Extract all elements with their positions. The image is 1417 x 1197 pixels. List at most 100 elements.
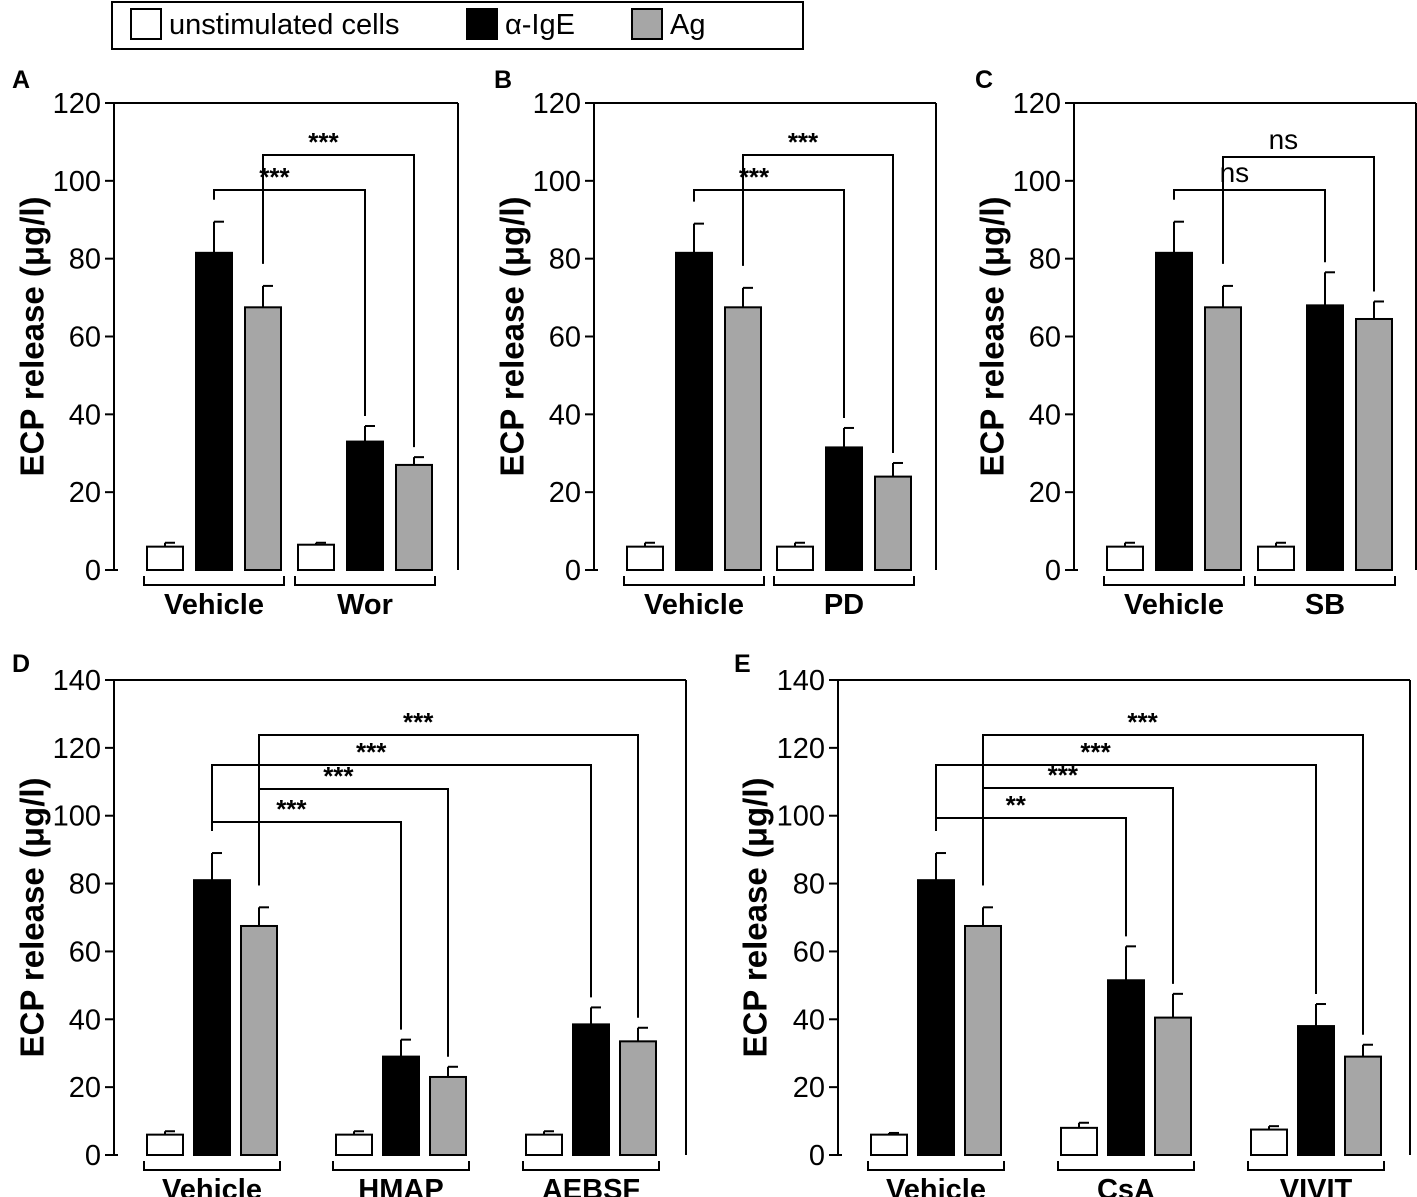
y-tick-label: 40 — [793, 1004, 825, 1036]
y-tick-label: 60 — [549, 322, 581, 354]
group-label: Vehicle — [886, 1174, 986, 1197]
y-tick-label: 40 — [549, 399, 581, 431]
bar-unstim — [146, 545, 184, 572]
bar-aige — [382, 1055, 420, 1157]
y-tick-label: 140 — [777, 665, 825, 697]
bar-ag — [619, 1040, 657, 1156]
chart-panel-e: E 0 20 40 60 80 100 120 140 ECP release (μg/l) Veh… — [734, 650, 1411, 1197]
chart-panel-d: D 0 20 40 60 80 100 120 140 ECP release (μg/l) Veh… — [12, 650, 687, 1197]
bar-aige — [1297, 1025, 1335, 1156]
group-bracket — [143, 576, 285, 586]
y-tick-label: 100 — [777, 801, 825, 833]
panel-label: D — [12, 650, 30, 678]
y-tick-label: 140 — [53, 665, 101, 697]
y-axis-label: ECP release (μg/l) — [14, 777, 51, 1057]
y-tick-label: 0 — [565, 555, 581, 587]
y-tick-label: 80 — [1029, 244, 1061, 276]
bar-unstim — [1250, 1128, 1288, 1157]
bar-unstim — [297, 543, 335, 571]
bar-aige — [675, 251, 713, 571]
y-tick-label: 40 — [69, 399, 101, 431]
y-tick-label: 0 — [809, 1140, 825, 1172]
group-label: Vehicle — [162, 1174, 262, 1197]
y-axis-label: ECP release (μg/l) — [14, 196, 51, 476]
legend: unstimulated cells α-IgE Ag — [111, 1, 804, 50]
group-bracket — [867, 1161, 1005, 1171]
legend-swatch-ag — [631, 8, 663, 40]
group-bracket — [522, 1161, 660, 1171]
significance-bracket — [1173, 189, 1326, 263]
significance-bracket — [262, 154, 415, 448]
group-bracket — [1254, 576, 1396, 586]
panel-label: A — [12, 66, 30, 94]
chart-panel-c: C 0 20 40 60 80 100 120 ECP release (μg/l) Vehicl… — [974, 66, 1417, 621]
bar-ag — [1154, 1016, 1192, 1157]
group-bracket — [332, 1161, 470, 1171]
y-tick-label: 100 — [53, 801, 101, 833]
significance-bracket — [258, 788, 449, 1057]
bar-unstim — [1060, 1126, 1098, 1157]
bar-ag — [240, 924, 278, 1156]
y-tick-label: 120 — [777, 733, 825, 765]
group-bracket — [294, 576, 436, 586]
bar-aige — [195, 251, 233, 571]
y-tick-label: 100 — [533, 166, 581, 198]
significance-label: *** — [1127, 707, 1158, 737]
y-tick-label: 20 — [69, 1072, 101, 1104]
bar-aige — [1107, 979, 1145, 1157]
y-tick-label: 80 — [793, 869, 825, 901]
y-tick-label: 120 — [1013, 88, 1061, 120]
legend-swatch-aige — [466, 8, 498, 40]
significance-bracket — [1222, 156, 1375, 292]
significance-label: *** — [1080, 737, 1111, 767]
group-label: AEBSF — [542, 1174, 640, 1197]
bar-ag — [724, 306, 762, 571]
bar-aige — [917, 879, 955, 1157]
y-tick-label: 80 — [549, 244, 581, 276]
significance-bracket — [742, 154, 894, 453]
bar-ag — [429, 1075, 467, 1156]
y-tick-label: 20 — [69, 477, 101, 509]
y-tick-label: 0 — [85, 1140, 101, 1172]
y-tick-label: 0 — [1045, 555, 1061, 587]
bar-unstim — [146, 1133, 184, 1156]
panel-label: E — [734, 650, 751, 678]
y-tick-label: 0 — [85, 555, 101, 587]
significance-label: ns — [1269, 124, 1299, 155]
group-label: CsA — [1097, 1174, 1155, 1197]
significance-bracket — [935, 817, 1127, 937]
y-tick-label: 60 — [69, 322, 101, 354]
y-tick-label: 60 — [1029, 322, 1061, 354]
bar-unstim — [525, 1133, 563, 1156]
significance-label: ** — [1006, 790, 1027, 820]
group-bracket — [1103, 576, 1245, 586]
y-tick-label: 120 — [53, 733, 101, 765]
y-tick-label: 100 — [53, 166, 101, 198]
bar-unstim — [776, 545, 814, 572]
y-axis-label: ECP release (μg/l) — [737, 777, 774, 1057]
legend-label-ag: Ag — [670, 9, 705, 41]
significance-label: *** — [788, 127, 819, 157]
y-tick-label: 120 — [53, 88, 101, 120]
y-tick-label: 100 — [1013, 166, 1061, 198]
group-label: VIVIT — [1280, 1174, 1353, 1197]
significance-bracket — [258, 734, 639, 1018]
bar-aige — [825, 446, 863, 572]
y-tick-label: 80 — [69, 244, 101, 276]
legend-label-aige: α-IgE — [505, 9, 575, 41]
group-bracket — [623, 576, 765, 586]
chart-panel-a: A 0 20 40 60 80 100 120 ECP release (μg/l) Vehicl… — [12, 66, 459, 621]
significance-label: *** — [308, 127, 339, 157]
significance-label: *** — [259, 162, 290, 192]
group-label: Wor — [337, 589, 393, 621]
significance-bracket — [211, 764, 592, 998]
y-tick-label: 20 — [549, 477, 581, 509]
bar-ag — [1355, 317, 1393, 571]
group-label: Vehicle — [164, 589, 264, 621]
bar-ag — [964, 924, 1002, 1156]
bar-aige — [193, 879, 231, 1157]
bar-ag — [395, 463, 433, 571]
legend-label-unstimulated: unstimulated cells — [169, 9, 400, 41]
significance-bracket — [982, 734, 1364, 1035]
